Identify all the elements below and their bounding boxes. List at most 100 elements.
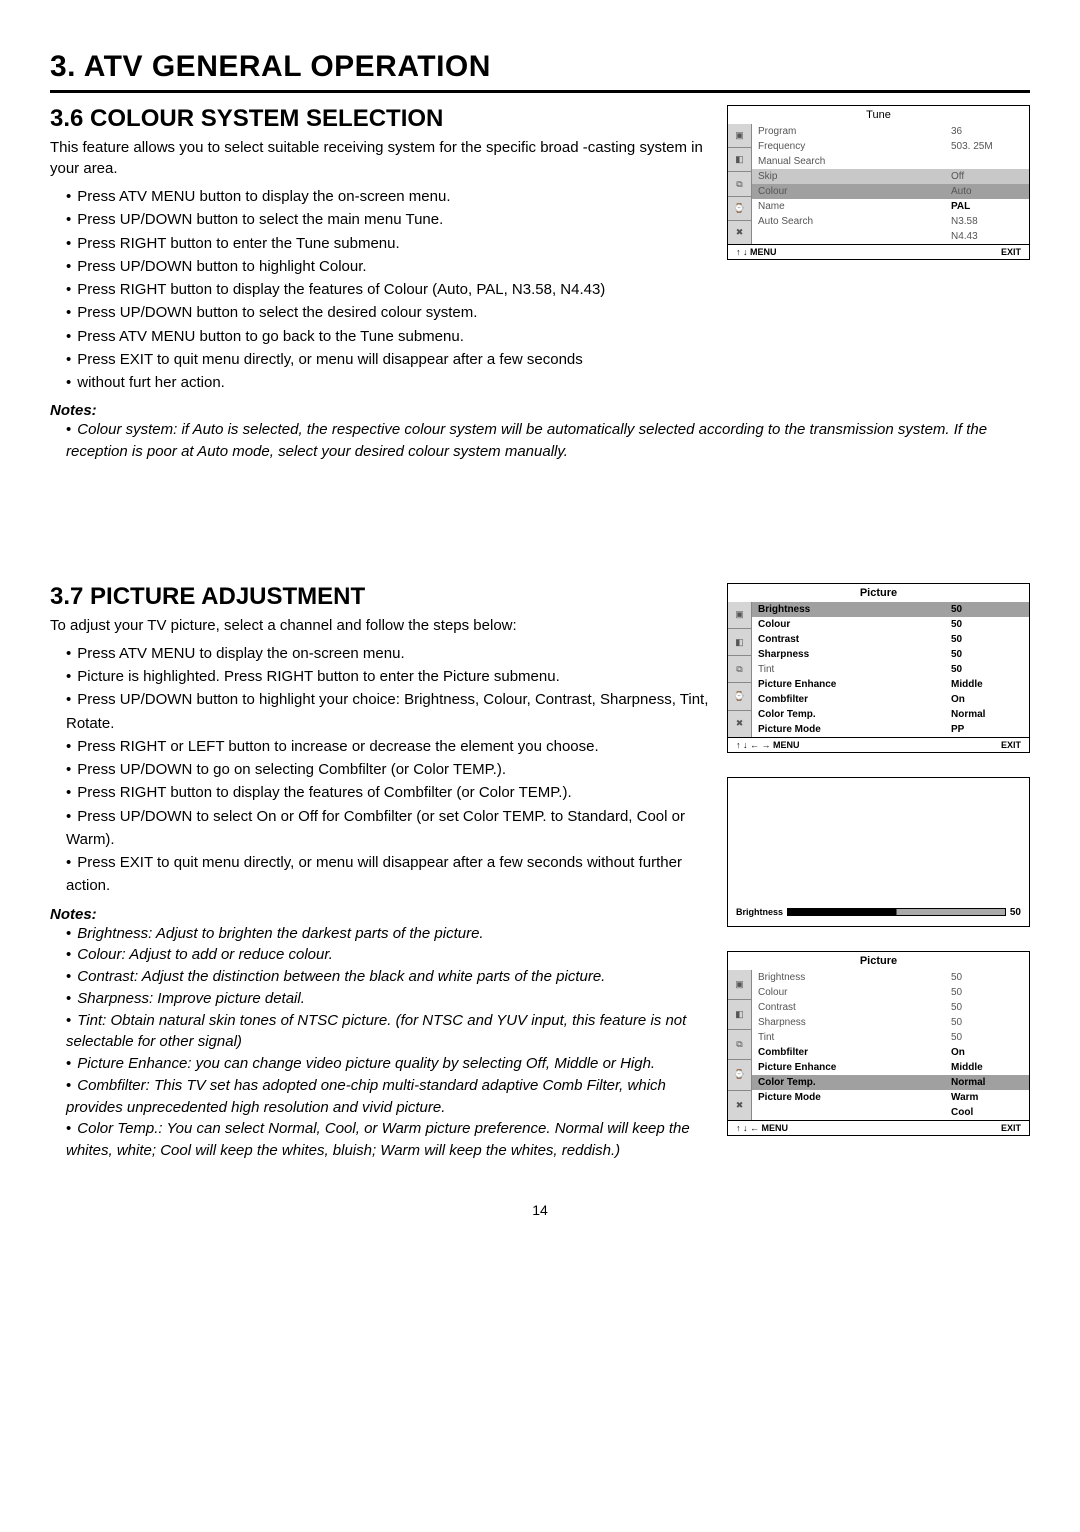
osd-row: Color Temp.Normal [752,707,1029,722]
brightness-bar-label: Brightness [736,907,783,917]
osd-row-value: Normal [951,1076,1023,1089]
osd-row-label: Sharpness [758,1016,951,1029]
section-3-6-notes: Colour system: if Auto is selected, the … [50,419,1030,463]
osd-icon: ▣ [728,124,752,148]
section-3-6-steps: Press ATV MENU button to display the on-… [50,185,709,394]
osd-icon: ◧ [728,148,752,172]
osd-icon: ✖ [728,221,752,244]
osd-icon: ▣ [728,970,752,1000]
section-3-6-intro: This feature allows you to select suitab… [50,137,709,179]
osd-picture-menu-1: Picture ▣ ◧ ⧉ ⌚ ✖ Brightness50Colour50Co… [727,583,1030,753]
osd-row: Auto SearchN3.58 [752,214,1029,229]
osd-row-value: N3.58 [951,215,1023,228]
list-item: Tint: Obtain natural skin tones of NTSC … [66,1010,709,1054]
osd-row: Frequency503. 25M [752,139,1029,154]
list-item: Press UP/DOWN button to select the main … [66,208,709,231]
osd-footer-right: EXIT [1001,1123,1021,1133]
osd-row-value: 50 [951,633,1023,646]
osd-row: NamePAL [752,199,1029,214]
chapter-title: 3. ATV GENERAL OPERATION [50,50,1030,93]
osd-row-value: 50 [951,663,1023,676]
osd-row-value: Cool [951,1106,1023,1119]
osd-row-value: Off [951,170,1023,183]
osd-icon: ⌚ [728,197,752,221]
osd-row-value: PAL [951,200,1023,213]
list-item: Sharpness: Improve picture detail. [66,988,709,1010]
osd-row-value: 50 [951,1031,1023,1044]
osd-row-value: On [951,693,1023,706]
osd-row-label: Tint [758,1031,951,1044]
osd-row: Tint50 [752,1030,1029,1045]
notes-label: Notes: [50,402,1030,419]
list-item: Colour: Adjust to add or reduce colour. [66,944,709,966]
osd-row: Manual Search [752,154,1029,169]
list-item: Press RIGHT or LEFT button to increase o… [66,735,709,758]
osd-row: Sharpness50 [752,1015,1029,1030]
osd-row-label: Color Temp. [758,1076,951,1089]
osd-row-label: Picture Mode [758,723,951,736]
list-item: Press EXIT to quit menu directly, or men… [66,348,709,371]
osd-row: Program36 [752,124,1029,139]
osd-row-value: 50 [951,618,1023,631]
osd-row-label: Name [758,200,951,213]
list-item: Press UP/DOWN button to highlight your c… [66,688,709,735]
osd-row: Cool [752,1105,1029,1120]
list-item: without furt her action. [66,371,709,394]
osd-row-label [758,230,951,243]
osd-row-value: 36 [951,125,1023,138]
list-item: Brightness: Adjust to brighten the darke… [66,923,709,945]
osd-row-label: Manual Search [758,155,951,168]
osd-icon: ⧉ [728,656,752,683]
osd-row-value: 50 [951,1001,1023,1014]
osd-row: N4.43 [752,229,1029,244]
section-3-7-notes: Brightness: Adjust to brighten the darke… [50,923,709,1162]
osd-icon: ✖ [728,711,752,737]
osd-row-value [951,155,1023,168]
osd-row-value: 50 [951,603,1023,616]
osd-row-value: 50 [951,986,1023,999]
osd-row: CombfilterOn [752,1045,1029,1060]
list-item: Colour system: if Auto is selected, the … [66,419,1030,463]
osd-row: Picture ModeWarm [752,1090,1029,1105]
osd-row: Contrast50 [752,1000,1029,1015]
osd-row: Colour50 [752,985,1029,1000]
osd-icon: ⌚ [728,1060,752,1090]
list-item: Press UP/DOWN to go on selecting Combfil… [66,758,709,781]
osd-row-label: Combfilter [758,1046,951,1059]
osd-row-value: Middle [951,1061,1023,1074]
osd-icon: ✖ [728,1091,752,1120]
osd-row-value: Warm [951,1091,1023,1104]
osd-row-label: Brightness [758,971,951,984]
osd-icon: ◧ [728,1000,752,1030]
osd-row-label: Colour [758,986,951,999]
osd-row-label: Picture Enhance [758,678,951,691]
osd-picture-rows: Brightness50Colour50Contrast50Sharpness5… [752,970,1029,1120]
list-item: Press UP/DOWN button to highlight Colour… [66,255,709,278]
osd-footer-right: EXIT [1001,247,1021,257]
osd-row-value: 50 [951,971,1023,984]
brightness-bar-box: Brightness 50 [727,777,1030,927]
osd-row-label: Program [758,125,951,138]
osd-row: Picture EnhanceMiddle [752,677,1029,692]
osd-icon-strip: ▣ ◧ ⧉ ⌚ ✖ [728,970,752,1120]
osd-row: Picture ModePP [752,722,1029,737]
osd-row: Sharpness50 [752,647,1029,662]
osd-row-label: Frequency [758,140,951,153]
list-item: Picture is highlighted. Press RIGHT butt… [66,665,709,688]
list-item: Picture Enhance: you can change video pi… [66,1053,709,1075]
list-item: Press EXIT to quit menu directly, or men… [66,851,709,898]
section-3-7-steps: Press ATV MENU to display the on-screen … [50,642,709,898]
osd-icon-strip: ▣ ◧ ⧉ ⌚ ✖ [728,124,752,244]
list-item: Combfilter: This TV set has adopted one-… [66,1075,709,1119]
osd-row-label: Combfilter [758,693,951,706]
list-item: Press RIGHT button to display the featur… [66,781,709,804]
osd-row-label: Picture Enhance [758,1061,951,1074]
notes-label: Notes: [50,906,709,923]
list-item: Press UP/DOWN button to select the desir… [66,301,709,324]
osd-row: ColourAuto [752,184,1029,199]
osd-row-label: Color Temp. [758,708,951,721]
osd-icon-strip: ▣ ◧ ⧉ ⌚ ✖ [728,602,752,737]
osd-row: Brightness50 [752,970,1029,985]
list-item: Color Temp.: You can select Normal, Cool… [66,1118,709,1162]
osd-icon: ⧉ [728,172,752,196]
